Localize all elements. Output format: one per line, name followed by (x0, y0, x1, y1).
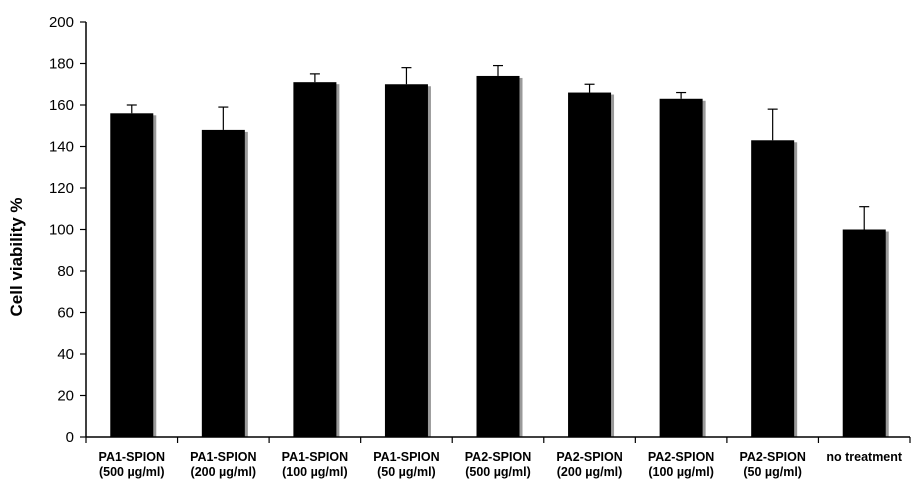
y-axis-title-group: Cell viability % (7, 197, 26, 316)
x-category-sublabel: (500 µg/ml) (465, 465, 531, 479)
bar (384, 84, 428, 437)
y-tick-label: 0 (66, 429, 74, 446)
bar (110, 113, 154, 438)
x-category-label: PA1-SPION (99, 450, 165, 464)
bar (751, 140, 795, 437)
x-category-label: PA1-SPION (190, 450, 256, 464)
y-tick-label: 80 (57, 263, 74, 280)
bar (476, 75, 520, 437)
y-ticks: 0 20 40 60 80 100 120 140 160 180 200 (49, 14, 86, 446)
y-tick-label: 140 (49, 139, 74, 156)
y-tick-label: 40 (57, 346, 74, 363)
x-category-sublabel: (50 µg/ml) (377, 465, 436, 479)
x-category-sublabel: (200 µg/ml) (557, 465, 623, 479)
x-category-label: PA2-SPION (465, 450, 531, 464)
x-category-label: PA1-SPION (373, 450, 439, 464)
bar (842, 229, 886, 437)
x-category-label: PA1-SPION (282, 450, 348, 464)
x-category-sublabel: (500 µg/ml) (99, 465, 165, 479)
y-tick-label: 200 (49, 14, 74, 31)
x-category-label: PA2-SPION (648, 450, 714, 464)
bar (568, 92, 612, 438)
x-category-sublabel: (100 µg/ml) (648, 465, 714, 479)
bar (293, 82, 337, 438)
y-tick-label: 20 (57, 388, 74, 405)
y-tick-label: 180 (49, 56, 74, 73)
x-labels: PA1-SPION(500 µg/ml)PA1-SPION(200 µg/ml)… (99, 450, 903, 479)
x-category-label: PA2-SPION (556, 450, 622, 464)
y-tick-label: 120 (49, 180, 74, 197)
y-tick-label: 160 (49, 97, 74, 114)
y-tick-label: 100 (49, 222, 74, 239)
error-bars (126, 64, 870, 230)
bars (110, 75, 889, 438)
bar (659, 98, 703, 438)
x-category-sublabel: (50 µg/ml) (743, 465, 802, 479)
x-category-label: no treatment (826, 450, 903, 464)
x-category-sublabel: (100 µg/ml) (282, 465, 348, 479)
bar (201, 129, 245, 437)
y-tick-label: 60 (57, 305, 74, 322)
y-axis-title: Cell viability % (7, 197, 26, 316)
x-category-label: PA2-SPION (739, 450, 805, 464)
x-category-sublabel: (200 µg/ml) (191, 465, 257, 479)
